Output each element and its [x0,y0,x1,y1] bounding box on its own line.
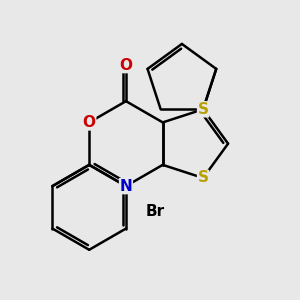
Text: O: O [119,58,133,73]
Text: O: O [83,115,96,130]
Text: Br: Br [146,204,165,219]
Text: S: S [198,102,208,117]
Text: N: N [120,178,132,194]
Text: S: S [198,170,208,185]
